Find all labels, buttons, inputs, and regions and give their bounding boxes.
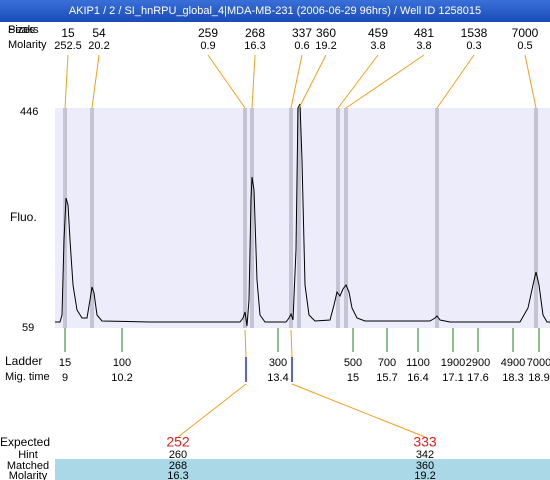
peak-band: [250, 108, 254, 328]
title: AKIP1 / 2 / SI_hnRPU_global_4|MDA-MB-231…: [69, 5, 481, 17]
mig-time: 18.3: [502, 372, 523, 384]
matched-size: 268: [169, 460, 187, 472]
mig-time: 10.2: [111, 372, 132, 384]
peak-size: 481: [414, 26, 434, 40]
peak-molarity: 0.9: [200, 40, 215, 52]
mig-time: 18.9: [528, 372, 549, 384]
peak-connector: [298, 54, 327, 109]
expected-size: 333: [413, 434, 437, 450]
plot-area: [55, 108, 550, 328]
peak-band: [90, 108, 94, 328]
matched-band: [55, 459, 550, 480]
peak-band: [435, 108, 439, 328]
ladder-size: 100: [113, 357, 131, 369]
peak-band: [297, 108, 301, 328]
expected-label: Expected: [0, 435, 50, 449]
peak-connector: [436, 54, 475, 109]
ladder-size: 1900: [441, 357, 465, 369]
peak-molarity: 19.2: [315, 40, 336, 52]
peak-connector: [345, 54, 425, 109]
molarity-label: Molarity: [9, 470, 48, 480]
matched-size: 360: [416, 460, 434, 472]
peak-band: [289, 108, 293, 328]
peak-size: 7000: [512, 26, 539, 40]
title-bar: [0, 0, 550, 22]
peak-size: 337: [292, 26, 312, 40]
ladder-size: 4900: [501, 357, 525, 369]
peak-molarity: 16.3: [244, 40, 265, 52]
peak-molarity: 0.6: [294, 40, 309, 52]
hint-label: Hint: [18, 449, 38, 461]
peak-connector: [64, 54, 69, 109]
hint-size: 342: [416, 449, 434, 461]
mig-time: 15.7: [376, 372, 397, 384]
mig-time: 16.4: [407, 372, 428, 384]
mig-time: 13.4: [267, 372, 288, 384]
peak-molarity: 3.8: [370, 40, 385, 52]
peak-size: 1538: [461, 26, 488, 40]
peak-connector: [524, 54, 537, 109]
peak-band: [534, 108, 538, 328]
expected-size: 252: [166, 434, 190, 450]
ladder-size: 7000: [527, 357, 550, 369]
y-top: 446: [20, 106, 38, 118]
connector: [244, 329, 247, 358]
peak-size: 259: [198, 26, 218, 40]
peak-connector: [91, 54, 100, 109]
mig-time: 17.6: [467, 372, 488, 384]
ladder-size: 300: [269, 357, 287, 369]
peak-molarity: 0.3: [466, 40, 481, 52]
ladder-size: 1100: [406, 357, 430, 369]
y-label: Fluo.: [10, 210, 37, 224]
peak-size: 268: [245, 26, 265, 40]
matched-molarity: 16.3: [167, 470, 188, 480]
molarity-label: Molarity: [8, 39, 47, 51]
peak-size: 360: [316, 26, 336, 40]
ladder-size: 500: [344, 357, 362, 369]
peak-band: [336, 108, 340, 328]
trace: [55, 103, 550, 327]
peak-molarity: 252.5: [54, 40, 82, 52]
peak-molarity: 20.2: [88, 40, 109, 52]
ladder-size: 2900: [466, 357, 490, 369]
peak-molarity: 0.5: [517, 40, 532, 52]
ladder-size: 700: [378, 357, 396, 369]
connector: [291, 383, 426, 438]
y-bottom: 59: [22, 322, 34, 334]
peak-molarity: 3.8: [416, 40, 431, 52]
peak-size: 15: [61, 26, 75, 40]
connector: [290, 329, 293, 358]
peak-connector: [290, 54, 303, 109]
peak-size: 54: [92, 26, 106, 40]
peak-connector: [251, 54, 256, 109]
peaks-label: Peaks: [8, 24, 39, 36]
mig-time: 17.1: [442, 372, 463, 384]
hint-size: 260: [169, 449, 187, 461]
sizes-label: Sizes: [8, 24, 35, 36]
mig-time: 15: [347, 372, 359, 384]
peak-band: [344, 108, 348, 328]
peak-connector: [337, 54, 379, 109]
connector: [177, 383, 247, 438]
mig-time: 9: [62, 372, 68, 384]
matched-molarity: 19.2: [414, 470, 435, 480]
peak-size: 459: [368, 26, 388, 40]
ladder-size: 15: [59, 357, 71, 369]
matched-label: Matched: [7, 460, 49, 472]
ladder-label: Ladder: [5, 354, 42, 368]
mig-time-label: Mig. time: [5, 371, 50, 383]
peak-connector: [207, 54, 246, 109]
peak-band: [243, 108, 247, 328]
